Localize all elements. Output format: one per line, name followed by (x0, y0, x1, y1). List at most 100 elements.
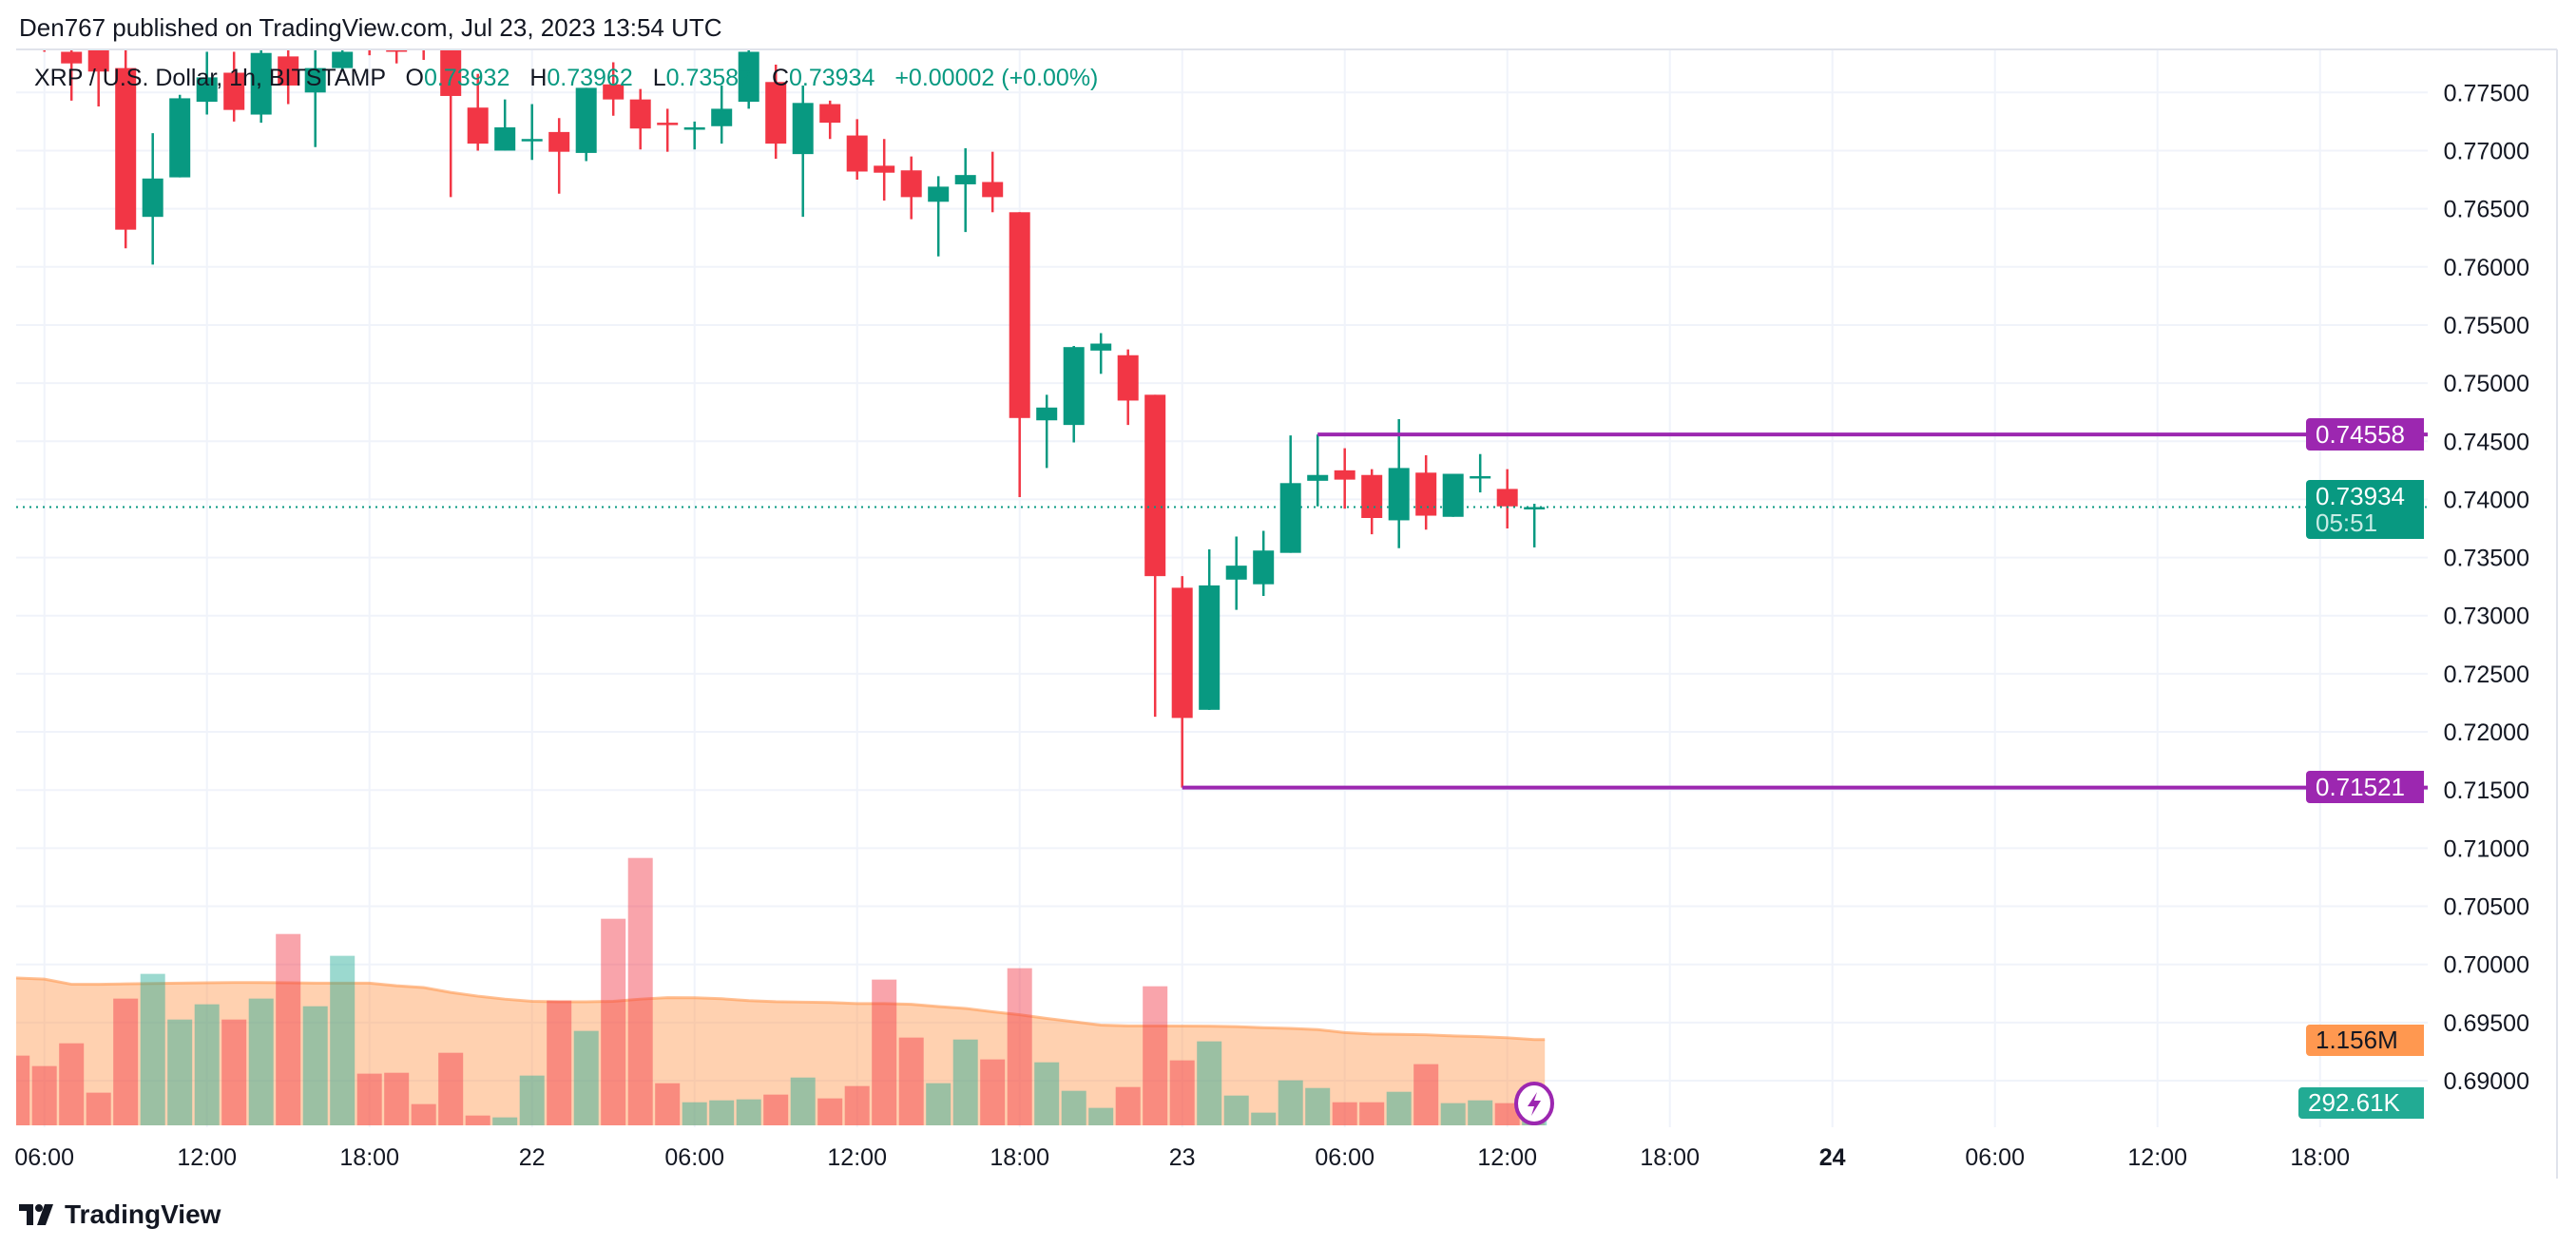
candle (738, 49, 759, 109)
high-value: 0.73962 (547, 65, 633, 91)
candle-body (413, 40, 434, 46)
price-tick-label: 0.73000 (2444, 604, 2529, 630)
time-tick-label: 22 (519, 1144, 546, 1171)
current-price-tag: 0.73934 05:51 (2306, 480, 2424, 539)
candle-body (711, 108, 733, 126)
candle (982, 151, 1004, 213)
volume-bar (601, 918, 626, 1125)
candle-body (196, 77, 218, 103)
candle (1225, 536, 1247, 610)
close-value: 0.73934 (789, 65, 875, 91)
time-tick-label: 24 (1819, 1144, 1846, 1171)
candle (603, 62, 625, 116)
volume-bar (709, 1100, 735, 1125)
volume-bar (980, 1059, 1006, 1125)
candle-body (1442, 473, 1464, 517)
time-tick-label: 06:00 (1965, 1144, 2025, 1171)
volume-bar (1115, 1086, 1141, 1125)
candle-body (765, 82, 787, 144)
volume-bar (1359, 1102, 1385, 1125)
candle (1279, 435, 1301, 553)
lightning-icon[interactable] (1514, 1082, 1554, 1125)
candle (115, 49, 137, 249)
time-axis[interactable]: 06:00 12:00 18:00 22 06:00 12:00 18:00 23 06:00 1… (14, 1144, 2350, 1171)
candle-body (1496, 489, 1518, 507)
candle (440, 49, 462, 198)
candle-body (467, 107, 489, 144)
volume-bar (736, 1099, 761, 1125)
volume-bar (682, 1102, 707, 1125)
candle-body (1117, 355, 1139, 401)
drawings (16, 432, 2428, 790)
volume-ma-line (16, 976, 1546, 1042)
price-tick-label: 0.73500 (2444, 546, 2529, 572)
time-tick-label: 12:00 (177, 1144, 237, 1171)
candle (657, 108, 679, 152)
tradingview-brand[interactable]: TradingView (65, 1199, 221, 1229)
volume-bar (86, 1092, 111, 1125)
time-tick-label: 18:00 (1640, 1144, 1700, 1171)
footer: TradingView (19, 1199, 221, 1230)
volume-bar (1251, 1112, 1277, 1125)
volume-bar (872, 979, 897, 1125)
chart-legend: XRP / U.S. Dollar, 1h, BITSTAMP O0.73932… (34, 65, 1098, 92)
price-axis[interactable]: 0.77500 0.77000 0.76500 0.76000 0.75500 0.750… (2444, 80, 2529, 1095)
volume-bar (16, 1055, 30, 1125)
volume-bar (1413, 1064, 1439, 1125)
candle-body (928, 186, 950, 202)
candle (1036, 394, 1058, 469)
volume-bar (1143, 986, 1168, 1125)
candle (43, 49, 46, 52)
candle-body (1470, 475, 1491, 479)
volume-bar (547, 1000, 572, 1125)
volume-bar (627, 857, 653, 1125)
candle (1415, 454, 1437, 530)
volume-bar (817, 1098, 843, 1125)
candle-body (1009, 212, 1030, 418)
volume-bar (59, 1043, 85, 1125)
volume-bar (221, 1019, 247, 1125)
volume-bar (1088, 1107, 1114, 1125)
candle (278, 49, 299, 105)
candle (413, 40, 434, 61)
change-value: +0.00002 (+0.00%) (894, 65, 1099, 91)
candle (1009, 212, 1030, 497)
candle-body (683, 126, 705, 130)
support-price-tag: 0.71521 (2306, 771, 2424, 803)
candle (494, 99, 516, 151)
volume-bar (113, 998, 139, 1125)
volume-bar (519, 1075, 545, 1125)
volume-bar (465, 1115, 490, 1125)
volume-bar (492, 1117, 518, 1125)
candle (1524, 504, 1546, 547)
price-tick-label: 0.76500 (2444, 197, 2529, 223)
candle-body (629, 99, 651, 129)
time-tick-label: 12:00 (827, 1144, 887, 1171)
time-tick-label: 06:00 (14, 1144, 74, 1171)
candle (1063, 345, 1085, 443)
volume-bar (31, 1065, 57, 1125)
symbol-title[interactable]: XRP / U.S. Dollar, 1h, BITSTAMP (34, 65, 386, 91)
current-price-value: 0.73934 (2316, 482, 2405, 510)
volume-bar (276, 933, 301, 1125)
price-tick-label: 0.75000 (2444, 371, 2529, 397)
candle-body (603, 84, 625, 100)
candle-body (1388, 468, 1410, 521)
candle (368, 49, 371, 56)
candle (1307, 434, 1329, 507)
volume-bar (844, 1085, 870, 1125)
volume-bar (1061, 1090, 1086, 1125)
candle (1144, 394, 1166, 718)
candles (43, 40, 1546, 788)
candle (711, 85, 733, 144)
candle-body (1036, 407, 1058, 421)
candle-body (1524, 507, 1546, 509)
time-tick-label: 06:00 (1315, 1144, 1375, 1171)
volume-bar (1468, 1100, 1493, 1125)
candle (1470, 453, 1491, 493)
candle (332, 49, 354, 71)
candle (1171, 576, 1193, 788)
candle (304, 49, 326, 147)
volume-bar (167, 1019, 193, 1125)
